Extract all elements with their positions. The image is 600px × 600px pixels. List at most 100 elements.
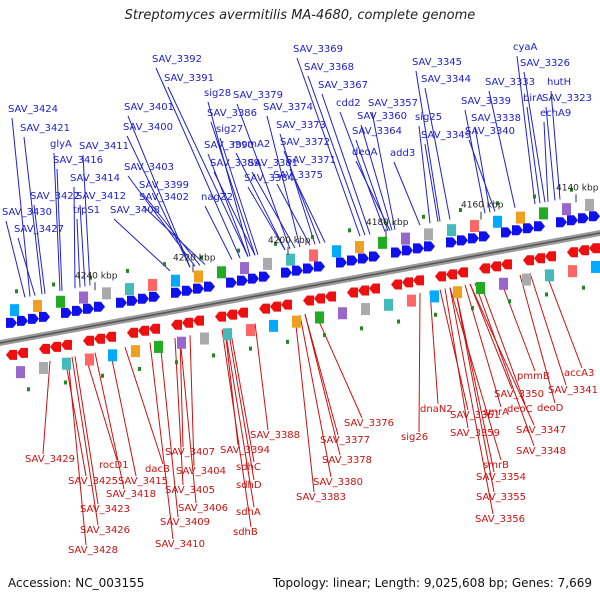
forward-gene-arrow	[556, 217, 567, 228]
bottom-label-connector	[229, 327, 255, 463]
top-gene-label: SAV_3403	[124, 162, 174, 173]
bottom-gene-label: sdhD	[236, 480, 262, 491]
top-gene-label: SAV_3427	[14, 224, 64, 235]
top-gene-label: SAV_3421	[20, 123, 70, 134]
forward-gene-arrow	[281, 267, 292, 278]
bottom-label-connector	[454, 286, 495, 473]
top-label-connector	[464, 109, 486, 214]
top-label-connector	[360, 124, 393, 231]
bottom-label-connector	[124, 346, 164, 465]
forward-gene-arrow	[347, 255, 358, 266]
reverse-gene-arrow	[281, 299, 292, 310]
bottom-gene-label: sdhC	[236, 462, 261, 473]
gene-feature-box	[171, 274, 180, 287]
reverse-gene-arrow	[259, 303, 270, 314]
gene-feature-box	[401, 232, 410, 245]
reverse-gene-arrow	[589, 243, 600, 254]
green-marker	[397, 319, 400, 324]
bottom-label-connector	[294, 315, 315, 493]
green-marker	[582, 285, 585, 290]
gene-feature-box	[378, 236, 387, 249]
reverse-gene-arrow	[182, 317, 193, 328]
bottom-label-connector	[42, 360, 51, 455]
top-gene-label: add3	[390, 148, 415, 159]
forward-gene-arrow	[94, 301, 105, 312]
top-label-connector	[213, 171, 256, 256]
bottom-label-connector	[179, 337, 197, 504]
top-gene-label: SAV_3368	[304, 62, 354, 73]
forward-gene-arrow	[149, 291, 160, 302]
top-label-connector	[219, 137, 259, 255]
top-gene-label: nagZ2	[201, 192, 233, 203]
reverse-gene-arrow	[479, 263, 490, 274]
top-gene-label: SAV_3374	[263, 102, 313, 113]
top-label-connector	[276, 183, 311, 246]
bottom-label-connector	[418, 293, 421, 433]
green-marker	[15, 289, 18, 294]
gene-feature-box	[315, 311, 324, 324]
bottom-label-connector	[304, 314, 341, 456]
top-label-connector	[296, 57, 361, 237]
gene-feature-box	[79, 291, 88, 304]
top-label-connector	[418, 125, 431, 224]
green-marker	[323, 333, 326, 338]
bottom-label-connector	[84, 354, 118, 461]
top-gene-label: hutH	[547, 77, 571, 88]
bottom-gene-label: SAV_3350	[494, 389, 544, 400]
top-gene-label: SAV_3372	[280, 137, 330, 148]
bottom-label-connector	[469, 283, 535, 426]
top-gene-label: SAV_3379	[233, 90, 283, 101]
bottom-gene-label: SAV_3377	[320, 435, 370, 446]
top-label-connector	[283, 150, 321, 244]
bottom-gene-label: SAV_3415	[118, 476, 168, 487]
scale-ticks: 4140 kbp 4160 kbp 4180 kbp 4200 kbp 4220 kbp…	[75, 183, 599, 291]
bottom-label-connector	[71, 356, 99, 526]
top-label-connector	[355, 160, 391, 231]
reverse-gene-arrow	[545, 251, 556, 262]
bottom-gene-label: SAV_3426	[80, 525, 130, 536]
top-gene-label: SAV_3414	[70, 173, 120, 184]
bottom-label-connector	[444, 288, 469, 429]
forward-gene-arrow	[182, 285, 193, 296]
green-marker	[249, 346, 252, 351]
bottom-label-connector	[474, 282, 535, 447]
top-label-connector	[474, 126, 491, 213]
top-gene-label: SAV_3326	[520, 58, 570, 69]
top-label-connector	[415, 70, 441, 222]
bottom-label-connector	[464, 284, 502, 408]
reverse-gene-arrow	[534, 253, 545, 264]
gene-feature-box	[154, 340, 163, 353]
bottom-gene-label: SAV_3407	[165, 447, 215, 458]
forward-gene-arrow	[468, 233, 479, 244]
top-gene-label: SAV_3390	[204, 140, 254, 151]
top-label-connector	[155, 67, 241, 259]
green-marker	[64, 380, 67, 385]
forward-gene-arrow	[248, 273, 259, 284]
bottom-gene-label: SAV_3428	[68, 545, 118, 556]
top-gene-label: SAV_3367	[318, 80, 368, 91]
bottom-label-connector	[149, 342, 174, 540]
reverse-gene-arrow	[457, 267, 468, 278]
top-label-connector	[33, 204, 46, 294]
gene-feature-box	[263, 257, 272, 270]
top-label-connector	[516, 55, 536, 205]
gene-feature-box	[39, 361, 48, 374]
bottom-label-connector	[519, 274, 556, 404]
top-label-connector	[393, 161, 421, 226]
top-label-connector	[526, 106, 541, 204]
forward-gene-arrow	[303, 263, 314, 274]
bottom-label-connector	[109, 349, 137, 477]
scale-tick-label: 4140 kbp	[556, 183, 599, 193]
reverse-gene-arrow	[105, 331, 116, 342]
reverse-gene-arrow	[501, 259, 512, 270]
forward-gene-arrow	[204, 281, 215, 292]
top-label-connector	[488, 90, 516, 208]
gene-feature-box	[361, 303, 370, 316]
bottom-label-connector	[314, 312, 363, 419]
reverse-gene-arrow	[215, 311, 226, 322]
bottom-label-connector	[449, 287, 502, 461]
top-label-connector	[23, 136, 43, 295]
forward-gene-arrow	[237, 275, 248, 286]
top-gene-label: SAV_3402	[139, 192, 189, 203]
reverse-gene-arrow	[391, 279, 402, 290]
